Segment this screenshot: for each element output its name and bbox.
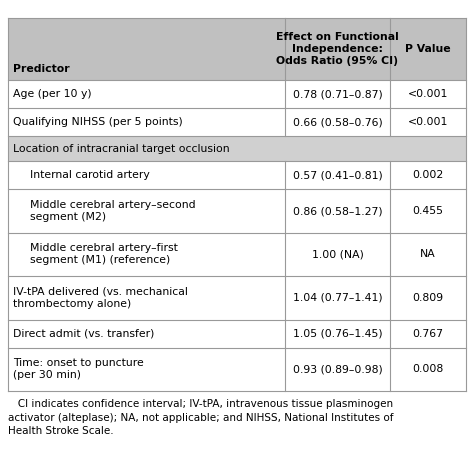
Text: 1.05 (0.76–1.45): 1.05 (0.76–1.45) — [292, 329, 383, 338]
Text: Internal carotid artery: Internal carotid artery — [30, 170, 150, 181]
Text: 0.66 (0.58–0.76): 0.66 (0.58–0.76) — [292, 117, 383, 127]
Bar — [8, 276, 466, 319]
Text: Qualifying NIHSS (per 5 points): Qualifying NIHSS (per 5 points) — [13, 117, 183, 127]
Text: Direct admit (vs. transfer): Direct admit (vs. transfer) — [13, 329, 155, 338]
Text: 0.809: 0.809 — [412, 293, 444, 303]
Text: Predictor: Predictor — [13, 64, 70, 74]
Text: Age (per 10 y): Age (per 10 y) — [13, 89, 91, 99]
Text: IV-tPA delivered (vs. mechanical
thrombectomy alone): IV-tPA delivered (vs. mechanical thrombe… — [13, 287, 188, 309]
Text: 1.04 (0.77–1.41): 1.04 (0.77–1.41) — [292, 293, 383, 303]
Text: 0.86 (0.58–1.27): 0.86 (0.58–1.27) — [292, 206, 383, 216]
Text: 0.008: 0.008 — [412, 364, 444, 374]
Text: 1.00 (NA): 1.00 (NA) — [311, 250, 364, 259]
Bar — [8, 233, 466, 276]
Text: Middle cerebral artery–first
segment (M1) (reference): Middle cerebral artery–first segment (M1… — [30, 244, 178, 265]
Text: NA: NA — [420, 250, 436, 259]
Text: 0.93 (0.89–0.98): 0.93 (0.89–0.98) — [292, 364, 383, 374]
Bar — [8, 108, 466, 136]
Bar — [8, 348, 466, 391]
Bar — [8, 18, 466, 80]
Bar — [8, 319, 466, 348]
Text: Location of intracranial target occlusion: Location of intracranial target occlusio… — [13, 144, 229, 154]
Text: 0.002: 0.002 — [412, 170, 444, 181]
Text: CI indicates confidence interval; IV-tPA, intravenous tissue plasminogen
activat: CI indicates confidence interval; IV-tPA… — [8, 399, 393, 436]
Text: 0.455: 0.455 — [412, 206, 444, 216]
Text: <0.001: <0.001 — [408, 117, 448, 127]
Bar — [8, 189, 466, 233]
Text: Middle cerebral artery–second
segment (M2): Middle cerebral artery–second segment (M… — [30, 200, 196, 222]
Bar — [8, 162, 466, 189]
Text: <0.001: <0.001 — [408, 89, 448, 99]
Text: 0.57 (0.41–0.81): 0.57 (0.41–0.81) — [292, 170, 383, 181]
Text: Time: onset to puncture
(per 30 min): Time: onset to puncture (per 30 min) — [13, 358, 144, 380]
Text: 0.767: 0.767 — [412, 329, 444, 338]
Bar — [8, 80, 466, 108]
Text: 0.78 (0.71–0.87): 0.78 (0.71–0.87) — [292, 89, 383, 99]
Text: P Value: P Value — [405, 44, 451, 54]
Bar — [8, 136, 466, 162]
Text: Effect on Functional
Independence:
Odds Ratio (95% CI): Effect on Functional Independence: Odds … — [276, 32, 399, 66]
